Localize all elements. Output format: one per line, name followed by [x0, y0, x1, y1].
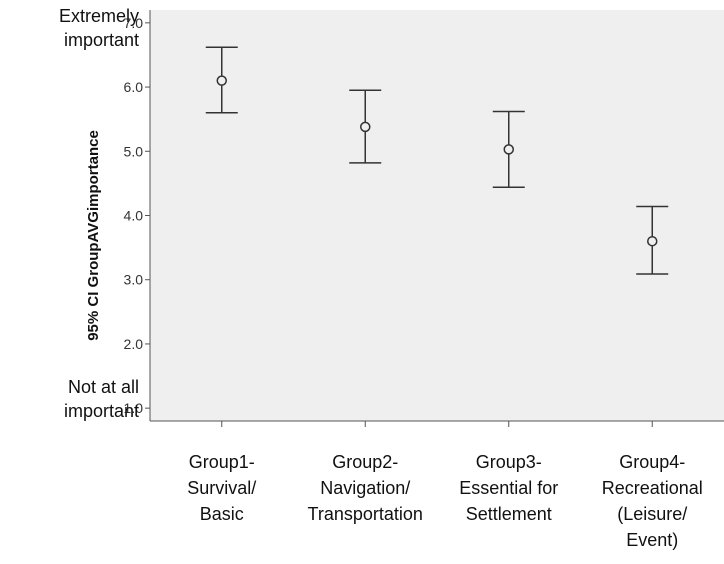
error-bars — [205, 46, 669, 275]
x-category-label: Group3-Essential for Settlement — [459, 452, 558, 524]
x-category-label: Group1-Survival/Basic — [187, 452, 256, 524]
error-bar-group — [349, 89, 382, 164]
plot-area — [150, 10, 724, 421]
mean-marker — [360, 121, 371, 133]
error-bar-group — [492, 110, 525, 188]
y-tick-label: 4.0 — [124, 208, 144, 224]
x-category-label: Group2-Navigation/Transportation — [308, 452, 423, 524]
error-bar-group — [205, 46, 238, 114]
mean-marker — [503, 144, 514, 155]
x-axis: Group1-Survival/Basic Group2-Navigation/T… — [150, 420, 724, 550]
y-tick-label: 2.0 — [124, 336, 144, 352]
y-tick-label: 6.0 — [124, 79, 144, 95]
y-axis-title: 95% CI GroupAVGimportance — [85, 130, 102, 341]
y-tick-label: 7.0 — [124, 15, 144, 31]
y-axis: 1.0 2.0 3.0 4.0 5.0 6.0 7.0 — [124, 10, 151, 421]
y-tick-label: 3.0 — [124, 272, 144, 288]
mean-marker — [216, 75, 227, 86]
y-tick-label: 1.0 — [124, 400, 144, 416]
y-anchor-bottom-label: Not at all important — [64, 377, 139, 421]
y-tick-label: 5.0 — [124, 143, 144, 159]
mean-marker — [647, 235, 658, 247]
error-bar-group — [636, 205, 669, 275]
x-category-label: Group4-Recreational (Leisure/Event) — [602, 452, 703, 550]
y-anchor-top-label: Extremely important — [59, 6, 139, 50]
